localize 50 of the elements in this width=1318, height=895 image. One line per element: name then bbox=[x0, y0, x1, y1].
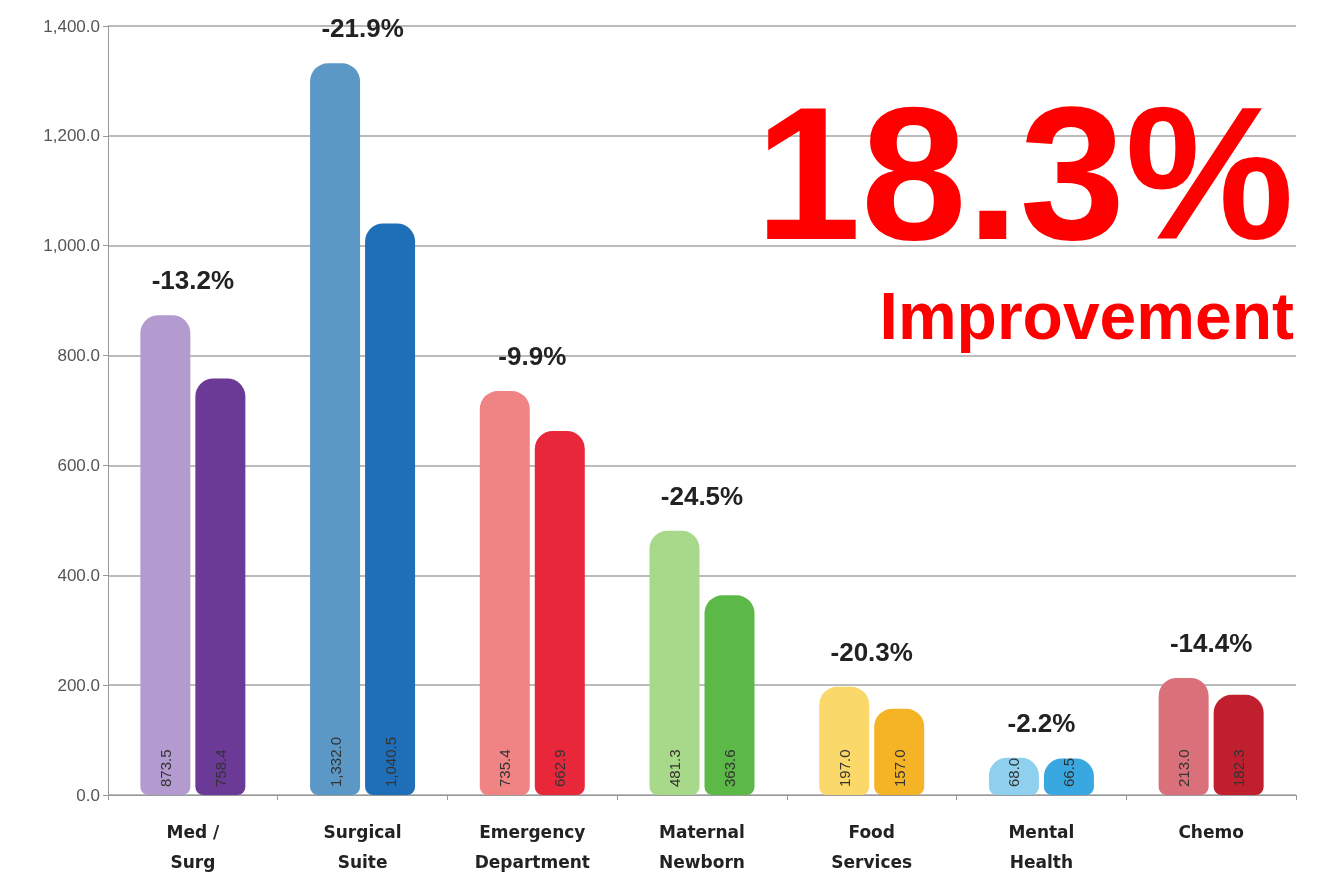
data-label: 662.9 bbox=[551, 749, 569, 787]
annotation: -13.2% bbox=[151, 265, 235, 296]
annotation: -9.9% bbox=[498, 341, 567, 372]
y-tick-label: 1,200.0 bbox=[43, 126, 100, 146]
y-tick-label: 1,400.0 bbox=[43, 16, 100, 36]
data-label: 873.5 bbox=[156, 749, 174, 787]
data-label: 197.0 bbox=[835, 749, 853, 787]
bar bbox=[819, 686, 870, 795]
x-tick-label: Emergency Department bbox=[474, 822, 590, 872]
data-label: 1,040.5 bbox=[381, 736, 399, 787]
y-tick-label: 1,000.0 bbox=[43, 236, 100, 256]
data-label: 758.4 bbox=[211, 749, 229, 787]
data-label: 66.5 bbox=[1060, 757, 1078, 787]
x-tick-label: Med / Surg bbox=[166, 822, 221, 872]
data-label: 157.0 bbox=[890, 749, 908, 787]
y-tick-label: 800.0 bbox=[57, 346, 100, 366]
x-tick-label: Maternal Newborn bbox=[659, 822, 745, 872]
annotation: -14.4% bbox=[1169, 628, 1253, 658]
data-label: 363.6 bbox=[721, 749, 738, 787]
bar bbox=[1158, 678, 1209, 795]
data-label: 68.0 bbox=[1005, 757, 1023, 787]
y-tick-label: 600.0 bbox=[57, 455, 100, 475]
x-tick-label: Chemo bbox=[1178, 822, 1244, 842]
data-label: 182.3 bbox=[1230, 749, 1248, 787]
data-label: 735.4 bbox=[496, 749, 514, 787]
annotation: 18.3% bbox=[755, 67, 1295, 279]
x-tick-label: Surgical Suite bbox=[323, 822, 402, 872]
annotation: -2.2% bbox=[1007, 707, 1076, 738]
bar bbox=[1213, 694, 1264, 795]
annotation: Improvement bbox=[879, 279, 1295, 353]
bar bbox=[874, 708, 925, 795]
bar bbox=[704, 595, 755, 795]
bar bbox=[649, 530, 700, 795]
x-tick-label: Mental Health bbox=[1008, 822, 1075, 872]
bar bbox=[479, 391, 530, 795]
data-label: 1,332.0 bbox=[326, 736, 344, 787]
data-label: 213.0 bbox=[1175, 749, 1193, 787]
annotation: -20.3% bbox=[830, 636, 913, 667]
x-tick-label: Food Services bbox=[831, 822, 913, 872]
bar bbox=[310, 63, 361, 795]
annotation: -21.9% bbox=[321, 13, 404, 44]
y-tick-label: 0.0 bbox=[76, 785, 100, 805]
bar bbox=[140, 315, 191, 795]
bar bbox=[365, 223, 416, 795]
bar bbox=[534, 430, 585, 795]
y-tick-label: 200.0 bbox=[57, 675, 100, 695]
bar bbox=[195, 378, 246, 795]
y-tick-label: 400.0 bbox=[57, 565, 100, 585]
annotation: -24.5% bbox=[660, 480, 744, 511]
data-label: 481.3 bbox=[666, 749, 683, 787]
